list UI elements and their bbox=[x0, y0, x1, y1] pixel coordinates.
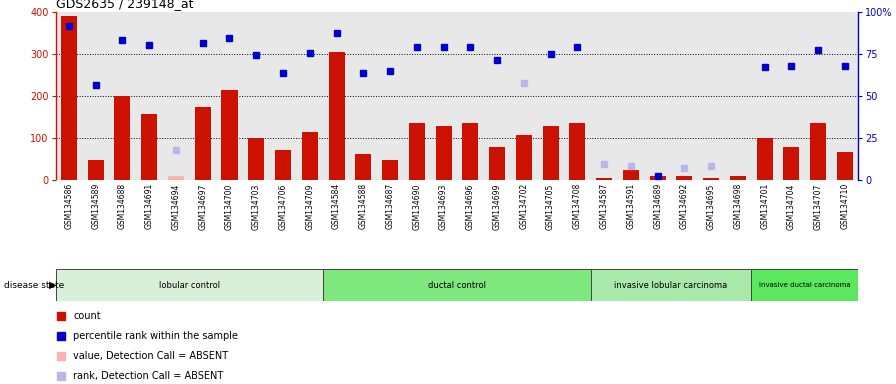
Bar bbox=[329, 51, 345, 180]
Text: GSM134705: GSM134705 bbox=[547, 183, 556, 230]
Bar bbox=[462, 123, 478, 180]
Bar bbox=[275, 150, 291, 180]
Text: GSM134707: GSM134707 bbox=[814, 183, 823, 230]
Text: GSM134587: GSM134587 bbox=[599, 183, 608, 229]
Bar bbox=[435, 126, 452, 180]
Text: value, Detection Call = ABSENT: value, Detection Call = ABSENT bbox=[73, 351, 228, 361]
Bar bbox=[676, 176, 693, 180]
Bar bbox=[323, 269, 590, 301]
Text: GSM134702: GSM134702 bbox=[520, 183, 529, 229]
Bar bbox=[590, 269, 752, 301]
Text: GSM134687: GSM134687 bbox=[385, 183, 394, 229]
Bar bbox=[752, 269, 858, 301]
Bar bbox=[623, 170, 639, 180]
Bar bbox=[516, 135, 532, 180]
Bar bbox=[783, 147, 799, 180]
Bar bbox=[248, 138, 264, 180]
Text: GSM134584: GSM134584 bbox=[332, 183, 341, 229]
Text: GSM134691: GSM134691 bbox=[145, 183, 154, 229]
Bar bbox=[730, 176, 746, 180]
Text: percentile rank within the sample: percentile rank within the sample bbox=[73, 331, 238, 341]
Bar bbox=[757, 138, 772, 180]
Text: GSM134586: GSM134586 bbox=[65, 183, 73, 229]
Bar bbox=[61, 16, 77, 180]
Bar bbox=[115, 96, 131, 180]
Text: GSM134689: GSM134689 bbox=[653, 183, 662, 229]
Text: disease state: disease state bbox=[4, 281, 65, 290]
Text: GSM134696: GSM134696 bbox=[466, 183, 475, 230]
Bar bbox=[650, 176, 666, 180]
Bar bbox=[302, 132, 318, 180]
Text: lobular control: lobular control bbox=[159, 281, 220, 290]
Text: GSM134692: GSM134692 bbox=[680, 183, 689, 229]
Text: GSM134588: GSM134588 bbox=[358, 183, 367, 229]
Text: GSM134699: GSM134699 bbox=[493, 183, 502, 230]
Bar bbox=[382, 160, 398, 180]
Bar bbox=[221, 90, 237, 180]
Text: GSM134695: GSM134695 bbox=[707, 183, 716, 230]
Text: GSM134589: GSM134589 bbox=[91, 183, 100, 229]
Bar bbox=[168, 176, 184, 180]
Bar bbox=[810, 123, 826, 180]
Text: GSM134706: GSM134706 bbox=[279, 183, 288, 230]
Bar bbox=[543, 126, 558, 180]
Text: GDS2635 / 239148_at: GDS2635 / 239148_at bbox=[56, 0, 193, 10]
Text: rank, Detection Call = ABSENT: rank, Detection Call = ABSENT bbox=[73, 371, 224, 381]
Bar bbox=[409, 123, 425, 180]
Text: ductal control: ductal control bbox=[428, 281, 486, 290]
Text: GSM134703: GSM134703 bbox=[252, 183, 261, 230]
Text: GSM134694: GSM134694 bbox=[171, 183, 180, 230]
Text: GSM134700: GSM134700 bbox=[225, 183, 234, 230]
Text: GSM134709: GSM134709 bbox=[306, 183, 314, 230]
Text: invasive ductal carcinoma: invasive ductal carcinoma bbox=[759, 282, 850, 288]
Bar bbox=[703, 178, 719, 180]
Text: GSM134704: GSM134704 bbox=[787, 183, 796, 230]
Bar bbox=[142, 114, 157, 180]
Text: GSM134698: GSM134698 bbox=[734, 183, 743, 229]
Bar bbox=[88, 160, 104, 180]
Text: GSM134690: GSM134690 bbox=[412, 183, 421, 230]
Text: count: count bbox=[73, 311, 101, 321]
Bar bbox=[596, 178, 612, 180]
Text: GSM134688: GSM134688 bbox=[118, 183, 127, 229]
Text: GSM134693: GSM134693 bbox=[439, 183, 448, 230]
Bar bbox=[356, 154, 371, 180]
Bar bbox=[489, 147, 505, 180]
Text: GSM134708: GSM134708 bbox=[573, 183, 582, 229]
Text: ▶: ▶ bbox=[49, 280, 56, 290]
Text: GSM134591: GSM134591 bbox=[626, 183, 635, 229]
Text: GSM134697: GSM134697 bbox=[198, 183, 207, 230]
Bar bbox=[837, 152, 853, 180]
Text: GSM134710: GSM134710 bbox=[840, 183, 849, 229]
Bar bbox=[194, 106, 211, 180]
Bar bbox=[56, 269, 323, 301]
Text: GSM134701: GSM134701 bbox=[760, 183, 769, 229]
Bar bbox=[569, 123, 585, 180]
Text: invasive lobular carcinoma: invasive lobular carcinoma bbox=[615, 281, 728, 290]
